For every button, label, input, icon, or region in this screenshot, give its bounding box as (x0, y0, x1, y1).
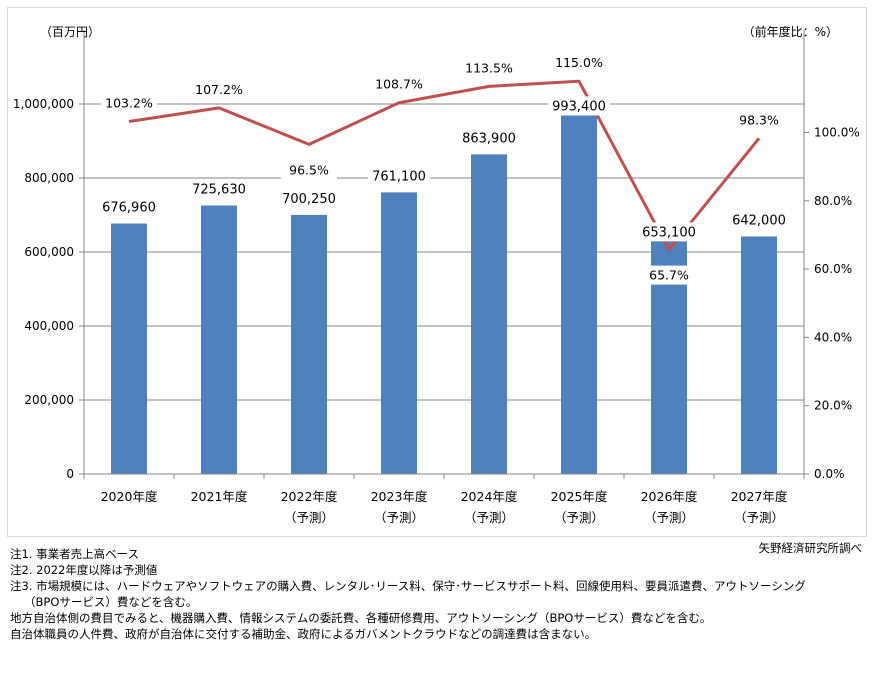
line-value-label: 115.0% (555, 55, 603, 70)
notes: 注1. 事業者売上高ベース 注2. 2022年度以降は予測値 注3. 市場規模に… (10, 546, 870, 642)
bar-value-label: 653,100 (642, 225, 696, 240)
axes: 0 200,000 400,000 600,000 800,000 1,000,000 0.… (13, 24, 860, 525)
bar-value-label-bg (368, 166, 430, 186)
note-line: 注1. 事業者売上高ベース (10, 547, 140, 561)
y-right-tick-label: 0.0% (814, 467, 845, 481)
bar-value-label: 676,960 (102, 201, 156, 216)
source-note: 矢野経済研究所調べ (758, 541, 863, 555)
bar-value-label: 725,630 (192, 183, 246, 198)
y-left-tick-label: 200,000 (24, 393, 74, 407)
x-tick-label: 2027年度 (731, 489, 788, 504)
bar-value-label-bg (728, 210, 790, 230)
y-right-tick-label: 80.0% (814, 194, 852, 208)
bar-value-label-bg (548, 96, 610, 116)
x-tick-label: 2024年度 (461, 489, 518, 504)
note-line: （BPOサービス）費などを含む。 (24, 595, 198, 609)
y-right-tick-label: 20.0% (814, 399, 852, 413)
x-tick-label: （予測） (644, 510, 694, 525)
bar-value-label: 642,000 (732, 213, 786, 228)
y-left-unit-label: （百万円） (40, 25, 100, 39)
line-value-label: 108.7% (375, 77, 423, 92)
bar-value-label-bg (98, 197, 160, 217)
x-tick-label: 2020年度 (101, 489, 158, 504)
bar-value-label: 761,100 (372, 169, 426, 184)
bar (291, 214, 327, 474)
y-left-tick-label: 800,000 (24, 171, 74, 185)
bar (741, 236, 777, 474)
line-value-label: 65.7% (649, 268, 689, 283)
x-tick-label: 2026年度 (641, 489, 698, 504)
x-tick-label: （予測） (554, 510, 604, 525)
data-labels: 676,960 725,630 700,250 761,100 863,900 993,4… (98, 53, 790, 285)
bar-value-label: 863,900 (462, 131, 516, 146)
bar-value-label: 993,400 (552, 99, 606, 114)
bar-value-label-bg (638, 222, 700, 242)
x-tick-label: （予測） (464, 510, 514, 525)
x-tick-label: 2021年度 (191, 489, 248, 504)
bar-value-label: 700,250 (282, 192, 336, 207)
line-value-label-bg (641, 265, 697, 285)
chart-frame (7, 7, 867, 537)
bar-value-label-bg (188, 179, 250, 199)
line-value-label-bg (461, 58, 517, 78)
y-right-unit-label: （前年度比：%） (743, 24, 838, 39)
x-tick-label: （予測） (284, 510, 334, 525)
note-line: 注2. 2022年度以降は予測値 (10, 563, 158, 577)
line-value-label-bg (551, 53, 607, 73)
line-value-label-bg (101, 93, 157, 113)
line-value-label-bg (371, 74, 427, 94)
bar-value-label-bg (458, 128, 520, 148)
line-series (128, 79, 761, 252)
y-right-tick-label: 60.0% (814, 262, 852, 276)
y-right-tick-label: 100.0% (814, 125, 860, 139)
y-right-tick-label: 40.0% (814, 330, 852, 344)
bar (111, 223, 147, 474)
y-left-tick-label: 400,000 (24, 319, 74, 333)
bar (381, 192, 417, 474)
bar-value-label-bg (278, 188, 340, 208)
bar (471, 154, 507, 474)
line-value-label: 103.2% (105, 96, 153, 111)
gridlines (84, 103, 804, 401)
x-tick-label: 2025年度 (551, 489, 608, 504)
bar-series (111, 106, 777, 474)
y-left-tick-label: 1,000,000 (13, 97, 74, 111)
y-left-tick-label: 600,000 (24, 245, 74, 259)
line-series-path (128, 79, 761, 252)
chart: 0 200,000 400,000 600,000 800,000 1,000,000 0.… (13, 24, 860, 525)
line-value-label: 113.5% (465, 60, 513, 75)
line-value-label: 98.3% (739, 112, 779, 127)
line-value-label-bg (731, 110, 787, 130)
bar (201, 205, 237, 474)
note-line: 地方自治体側の費目でみると、機器購入費、情報システムの委託費、各種研修費用、アウ… (10, 611, 712, 625)
x-tick-label: （予測） (734, 510, 784, 525)
line-value-label-bg (191, 79, 247, 99)
bar (561, 106, 597, 474)
x-tick-label: 2022年度 (281, 489, 338, 504)
line-value-label: 96.5% (289, 162, 329, 177)
note-line: 自治体職員の人件費、政府が自治体に交付する補助金、政府によるガバメントクラウドな… (10, 627, 597, 641)
line-value-label: 107.2% (195, 82, 243, 97)
line-value-label-bg (281, 160, 337, 180)
y-left-tick-label: 0 (66, 467, 74, 481)
note-line: 注3. 市場規模には、ハードウェアやソフトウェアの購入費、レンタル･リース料、保… (10, 579, 806, 593)
x-tick-label: 2023年度 (371, 489, 428, 504)
x-tick-label: （予測） (374, 510, 424, 525)
